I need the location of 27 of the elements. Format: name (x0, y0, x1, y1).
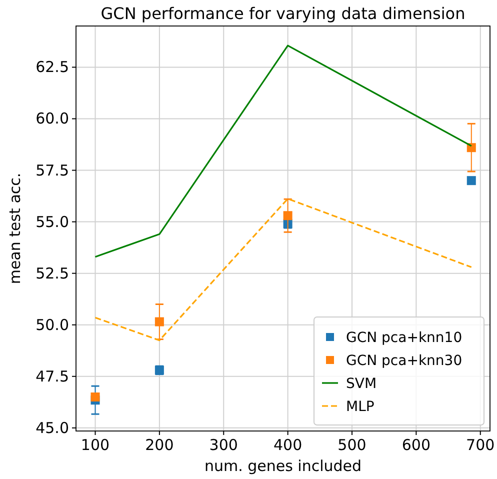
point (154, 317, 164, 326)
legend-label: SVM (346, 376, 377, 392)
x-axis-title: num. genes included (204, 457, 362, 475)
x-tick-label: 400 (273, 436, 302, 454)
point (466, 143, 476, 152)
x-tick-label: 600 (402, 436, 431, 454)
point (283, 211, 292, 220)
point (90, 392, 100, 402)
point (466, 176, 476, 186)
legend-label: GCN pca+knn10 (346, 330, 462, 346)
y-axis-title: mean test acc. (6, 172, 24, 284)
x-tick-label: 300 (209, 436, 238, 454)
y-tick-label: 62.5 (36, 58, 69, 76)
y-tick-label: 60.0 (36, 110, 69, 128)
legend-label: MLP (346, 399, 374, 415)
x-tick-label: 200 (145, 436, 174, 454)
y-tick-label: 55.0 (36, 212, 69, 231)
x-tick-label: 100 (80, 436, 110, 454)
x-tick-label: 500 (338, 436, 366, 454)
x-tick-label: 700 (466, 436, 495, 454)
legend-label: GCN pca+knn30 (346, 353, 462, 369)
y-tick-label: 52.5 (36, 264, 69, 282)
y-tick-label: 50.0 (36, 316, 69, 334)
chart-title: GCN performance for varying data dimension (100, 4, 466, 23)
y-tick-label: 45.0 (36, 418, 69, 437)
y-tick-label: 47.5 (36, 367, 69, 386)
y-tick-label: 57.5 (36, 161, 69, 180)
